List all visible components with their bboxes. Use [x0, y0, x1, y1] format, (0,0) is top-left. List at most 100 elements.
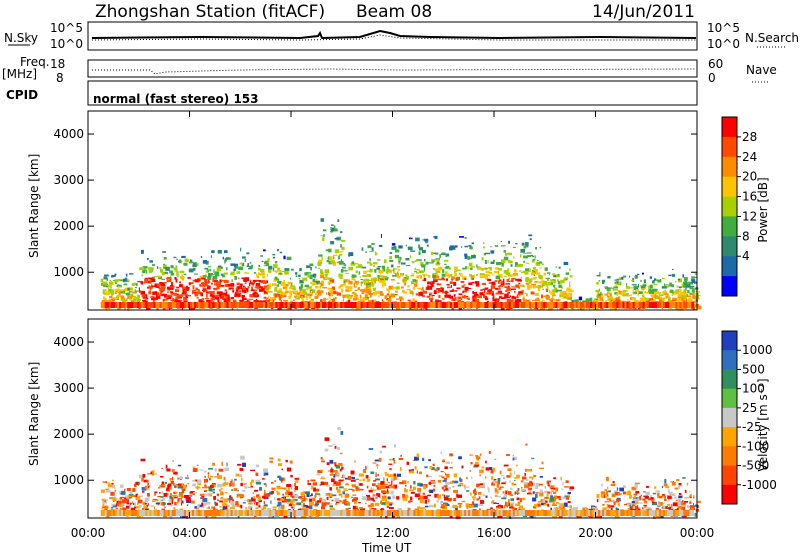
data-cell	[356, 508, 360, 512]
data-cell	[474, 493, 476, 496]
data-cell	[652, 501, 657, 506]
data-cell	[436, 467, 440, 471]
data-cell	[601, 483, 603, 487]
data-cell	[303, 495, 306, 499]
data-cell	[365, 475, 369, 479]
data-cell	[421, 302, 424, 308]
data-cell	[255, 472, 259, 476]
data-cell	[617, 503, 620, 506]
data-cell	[184, 495, 190, 499]
data-cell	[163, 298, 168, 301]
data-cell	[165, 277, 169, 280]
data-cell	[330, 468, 334, 473]
data-cell	[199, 285, 204, 287]
data-cell	[464, 278, 467, 280]
data-cell	[290, 493, 292, 497]
data-cell	[179, 281, 181, 284]
data-cell	[334, 302, 337, 308]
data-cell	[609, 287, 613, 289]
data-cell	[354, 295, 359, 297]
data-cell	[552, 501, 555, 505]
data-cell	[307, 293, 313, 296]
data-cell	[396, 476, 399, 478]
data-cell	[687, 289, 690, 294]
data-cell	[506, 278, 509, 283]
data-cell	[123, 283, 128, 286]
data-cell	[383, 280, 386, 283]
data-cell	[607, 292, 611, 294]
data-cell	[650, 294, 654, 296]
data-cell	[368, 293, 374, 295]
data-cell	[320, 299, 323, 303]
data-cell	[411, 302, 414, 308]
data-cell	[381, 498, 387, 501]
data-cell	[568, 492, 570, 497]
data-cell	[352, 489, 354, 492]
data-cell	[120, 295, 125, 299]
data-cell	[395, 286, 400, 290]
data-cell	[538, 298, 541, 303]
data-cell	[419, 270, 424, 274]
data-cell	[242, 256, 246, 259]
data-cell	[220, 284, 225, 287]
data-cell	[362, 496, 367, 501]
data-cell	[374, 302, 378, 308]
data-cell	[606, 296, 610, 298]
data-cell	[391, 246, 397, 250]
data-cell	[175, 278, 178, 283]
data-cell	[641, 287, 645, 291]
data-cell	[344, 302, 347, 308]
data-cell	[326, 292, 328, 295]
data-cell	[251, 286, 254, 291]
data-cell	[114, 496, 116, 498]
data-cell	[396, 282, 400, 284]
data-cell	[563, 278, 566, 281]
data-cell	[505, 500, 507, 503]
data-cell	[403, 283, 406, 286]
data-cell	[531, 271, 534, 273]
data-cell	[563, 502, 568, 507]
data-cell	[526, 293, 528, 297]
data-cell	[501, 482, 506, 485]
data-cell	[352, 485, 356, 488]
data-cell	[163, 271, 167, 274]
data-cell	[442, 269, 445, 273]
data-cell	[167, 291, 170, 293]
data-cell	[328, 306, 330, 310]
data-cell	[332, 290, 337, 295]
data-cell	[463, 290, 467, 293]
data-cell	[329, 299, 333, 304]
data-cell	[693, 505, 697, 507]
data-cell	[510, 280, 514, 283]
data-cell	[669, 302, 672, 308]
data-cell	[326, 462, 330, 466]
data-cell	[364, 302, 368, 308]
data-cell	[569, 505, 572, 509]
data-cell	[423, 267, 425, 272]
data-cell	[205, 502, 211, 505]
data-cell	[648, 285, 650, 290]
data-cell	[255, 507, 259, 509]
data-cell	[519, 270, 522, 272]
data-cell	[177, 295, 182, 299]
data-cell	[610, 483, 616, 486]
data-cell	[315, 293, 318, 295]
data-cell	[224, 292, 228, 296]
data-cell	[218, 302, 221, 308]
data-cell	[487, 486, 489, 490]
data-cell	[541, 502, 546, 506]
data-cell	[149, 267, 154, 270]
data-cell	[208, 273, 210, 278]
data-cell	[167, 296, 172, 299]
data-cell	[283, 299, 288, 302]
data-cell	[606, 504, 608, 508]
data-cell	[594, 506, 597, 508]
data-cell	[506, 298, 512, 303]
data-cell	[111, 274, 116, 277]
data-cell	[229, 499, 231, 503]
data-cell	[367, 279, 372, 281]
data-cell	[567, 302, 571, 308]
data-cell	[201, 494, 205, 498]
data-cell	[373, 277, 377, 281]
data-cell	[545, 288, 547, 290]
